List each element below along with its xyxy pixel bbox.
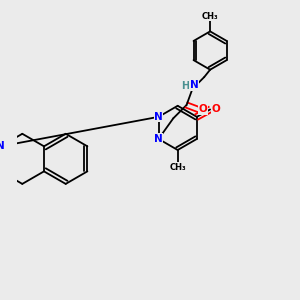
Text: O: O: [211, 104, 220, 115]
Text: CH₃: CH₃: [169, 163, 186, 172]
Text: CH₃: CH₃: [202, 12, 218, 21]
Text: O: O: [199, 104, 208, 115]
Text: N: N: [0, 141, 5, 151]
Text: H: H: [181, 81, 189, 91]
Text: N: N: [154, 112, 163, 122]
Text: N: N: [154, 134, 163, 144]
Text: N: N: [190, 80, 198, 90]
